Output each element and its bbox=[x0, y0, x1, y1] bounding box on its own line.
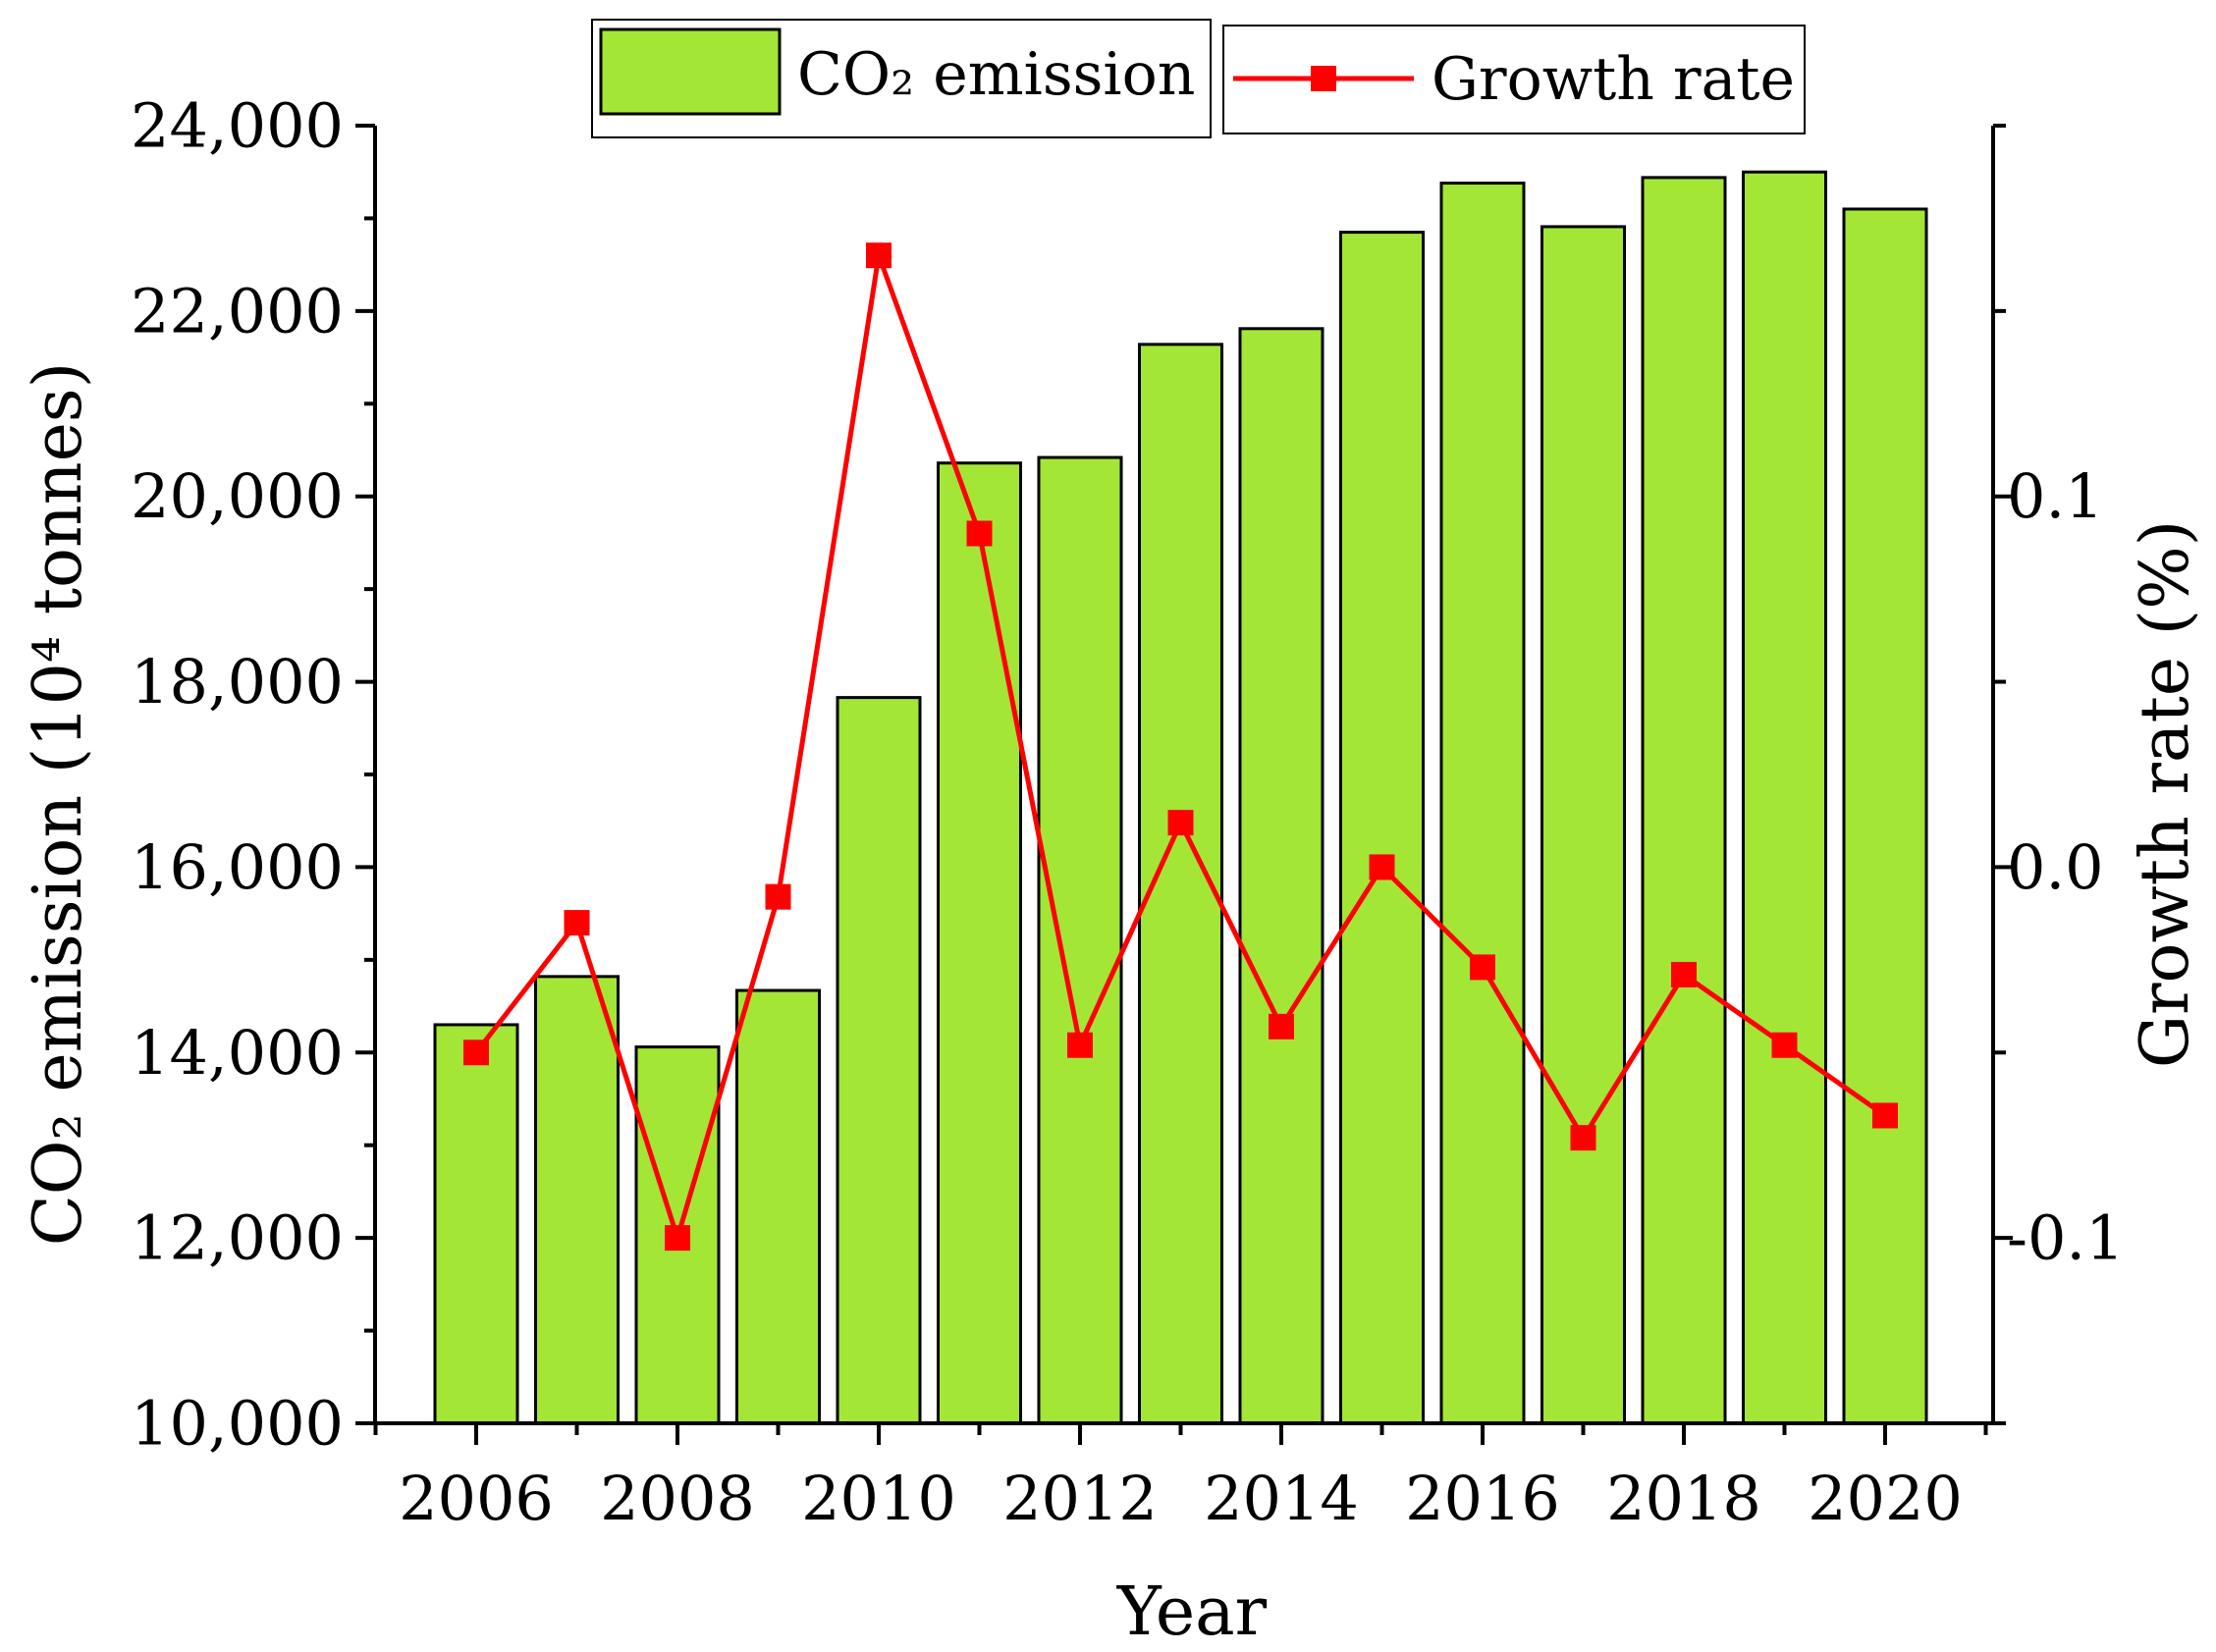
y2-tick-label: 0.0 bbox=[2007, 831, 2104, 903]
growth-point-2019 bbox=[1771, 1032, 1798, 1058]
bar-2009 bbox=[735, 988, 821, 1425]
bar-2017 bbox=[1540, 225, 1626, 1425]
x-tick-label: 2020 bbox=[1808, 1463, 1963, 1534]
y-tick-label: 22,000 bbox=[131, 275, 344, 346]
bar-2016 bbox=[1439, 182, 1526, 1425]
y-tick-label: 20,000 bbox=[131, 460, 344, 532]
x-tick-label: 2006 bbox=[399, 1463, 554, 1534]
growth-point-2008 bbox=[665, 1225, 690, 1252]
x-tick-label: 2016 bbox=[1405, 1463, 1560, 1534]
growth-point-2016 bbox=[1470, 954, 1495, 981]
legend-swatch-emission bbox=[599, 27, 782, 116]
growth-point-2014 bbox=[1269, 1013, 1294, 1039]
legend-swatch-growth-marker bbox=[1311, 66, 1336, 91]
x-tick-label: 2014 bbox=[1204, 1463, 1359, 1534]
bar-2006 bbox=[433, 1023, 519, 1425]
y-tick-label: 16,000 bbox=[131, 831, 344, 903]
bars-layer bbox=[433, 170, 1928, 1425]
bar-2020 bbox=[1842, 207, 1928, 1425]
bar-2010 bbox=[836, 696, 922, 1425]
y-tick-label: 12,000 bbox=[131, 1202, 344, 1274]
bar-2012 bbox=[1037, 455, 1123, 1425]
growth-line-layer bbox=[463, 242, 1898, 1252]
bar-2019 bbox=[1742, 170, 1827, 1425]
y-tick-label: 14,000 bbox=[131, 1017, 344, 1089]
x-tick-label: 2018 bbox=[1606, 1463, 1761, 1534]
y2-tick-label: 0.1 bbox=[2007, 460, 2104, 532]
x-tick-label: 2012 bbox=[1002, 1463, 1158, 1534]
growth-point-2007 bbox=[564, 910, 590, 936]
bar-2007 bbox=[534, 975, 620, 1425]
bar-2018 bbox=[1641, 176, 1727, 1425]
bar-2014 bbox=[1238, 327, 1324, 1425]
y-axis-title: CO₂ emission (10⁴ tonnes) bbox=[20, 362, 97, 1246]
growth-point-2009 bbox=[765, 883, 791, 910]
y2-axis-title: Growth rate (%) bbox=[2127, 520, 2204, 1069]
bar-2011 bbox=[937, 461, 1022, 1425]
growth-point-2015 bbox=[1369, 854, 1395, 880]
axes-layer: 10,000 12,000 14,000 16,000 18,000 20,000 22,0… bbox=[20, 90, 2204, 1652]
growth-point-2006 bbox=[463, 1039, 489, 1066]
growth-point-2013 bbox=[1167, 810, 1194, 836]
bar-2015 bbox=[1339, 231, 1425, 1425]
y-tick-label: 10,000 bbox=[131, 1388, 344, 1460]
legend-label-growth: Growth rate bbox=[1432, 45, 1795, 114]
legend-label-emission: CO₂ emission bbox=[797, 40, 1195, 109]
growth-point-2012 bbox=[1067, 1032, 1093, 1058]
growth-point-2017 bbox=[1570, 1125, 1596, 1151]
x-tick-label: 2008 bbox=[600, 1463, 755, 1534]
growth-point-2011 bbox=[966, 520, 993, 547]
growth-point-2010 bbox=[866, 242, 892, 269]
y-tick-label: 18,000 bbox=[131, 646, 344, 718]
x-tick-label: 2010 bbox=[801, 1463, 956, 1534]
growth-point-2020 bbox=[1872, 1102, 1898, 1129]
y2-tick-label: -0.1 bbox=[2007, 1202, 2125, 1274]
y-tick-label: 24,000 bbox=[131, 90, 344, 162]
growth-point-2018 bbox=[1671, 961, 1697, 987]
x-axis-title: Year bbox=[1116, 1573, 1268, 1651]
legend: CO₂ emission Growth rate bbox=[591, 19, 1806, 138]
